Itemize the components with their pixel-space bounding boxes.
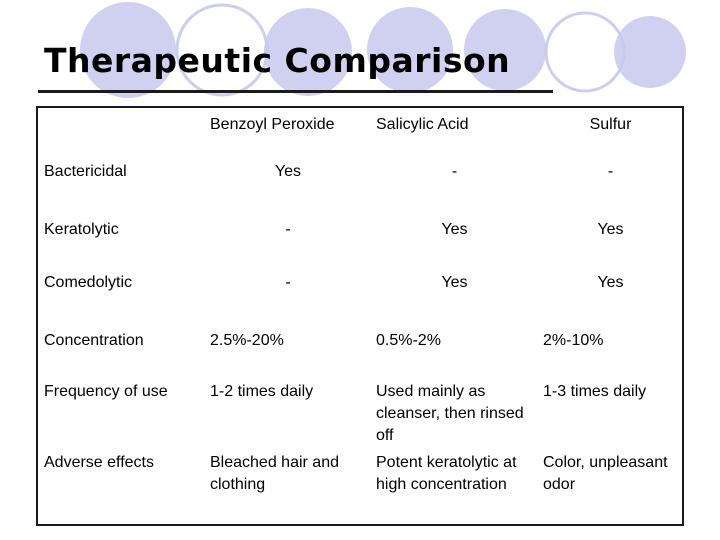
table-cell: 2%-10% (543, 332, 604, 349)
table-cell: Color, unpleasant odor (543, 454, 668, 493)
table-cell: - (607, 163, 614, 180)
table-cell: 1-3 times daily (543, 383, 647, 400)
table-cell: Potent keratolytic at high concentration (376, 454, 517, 493)
circle-1 (80, 2, 176, 98)
header-corner (38, 108, 204, 155)
column-header-salicylic-acid: Salicylic Acid (376, 116, 469, 133)
row-label-adverse-effects: Adverse effects (44, 454, 154, 471)
table-cell: Yes (274, 163, 302, 180)
table-cell: - (451, 163, 458, 180)
circle-5 (464, 9, 546, 91)
row-label-frequency-of-use: Frequency of use (44, 383, 168, 400)
table-cell: 0.5%-2% (376, 332, 441, 349)
column-header-benzoyl-peroxide: Benzoyl Peroxide (210, 116, 335, 133)
circle-6 (544, 11, 626, 93)
row-label-comedolytic: Comedolytic (44, 274, 133, 291)
decorative-circles (80, 2, 686, 98)
table-cell: 2.5%-20% (210, 332, 284, 349)
comparison-table: Benzoyl Peroxide Salicylic Acid Sulfur B… (36, 106, 684, 526)
table-cell: - (285, 221, 291, 238)
circle-3 (264, 8, 352, 96)
table-cell: Yes (597, 221, 624, 238)
row-label-keratolytic: Keratolytic (44, 221, 119, 238)
slide-title: Therapeutic Comparison (44, 41, 511, 80)
column-header-sulfur: Sulfur (589, 116, 632, 133)
title-underline (38, 90, 553, 93)
circle-7 (614, 16, 686, 88)
table-cell: 1-2 times daily (210, 383, 314, 400)
table-cell: Yes (441, 274, 468, 291)
table-cell: Bleached hair and clothing (210, 454, 339, 493)
circle-4 (367, 7, 453, 93)
table-cell: - (285, 274, 291, 291)
circle-2 (175, 3, 269, 97)
table-cell: Used mainly as cleanser, then rinsed off (376, 383, 524, 444)
row-label-bactericidal: Bactericidal (44, 163, 127, 180)
table-cell: Yes (597, 274, 624, 291)
table-cell: Yes (441, 221, 468, 238)
row-label-concentration: Concentration (44, 332, 144, 349)
